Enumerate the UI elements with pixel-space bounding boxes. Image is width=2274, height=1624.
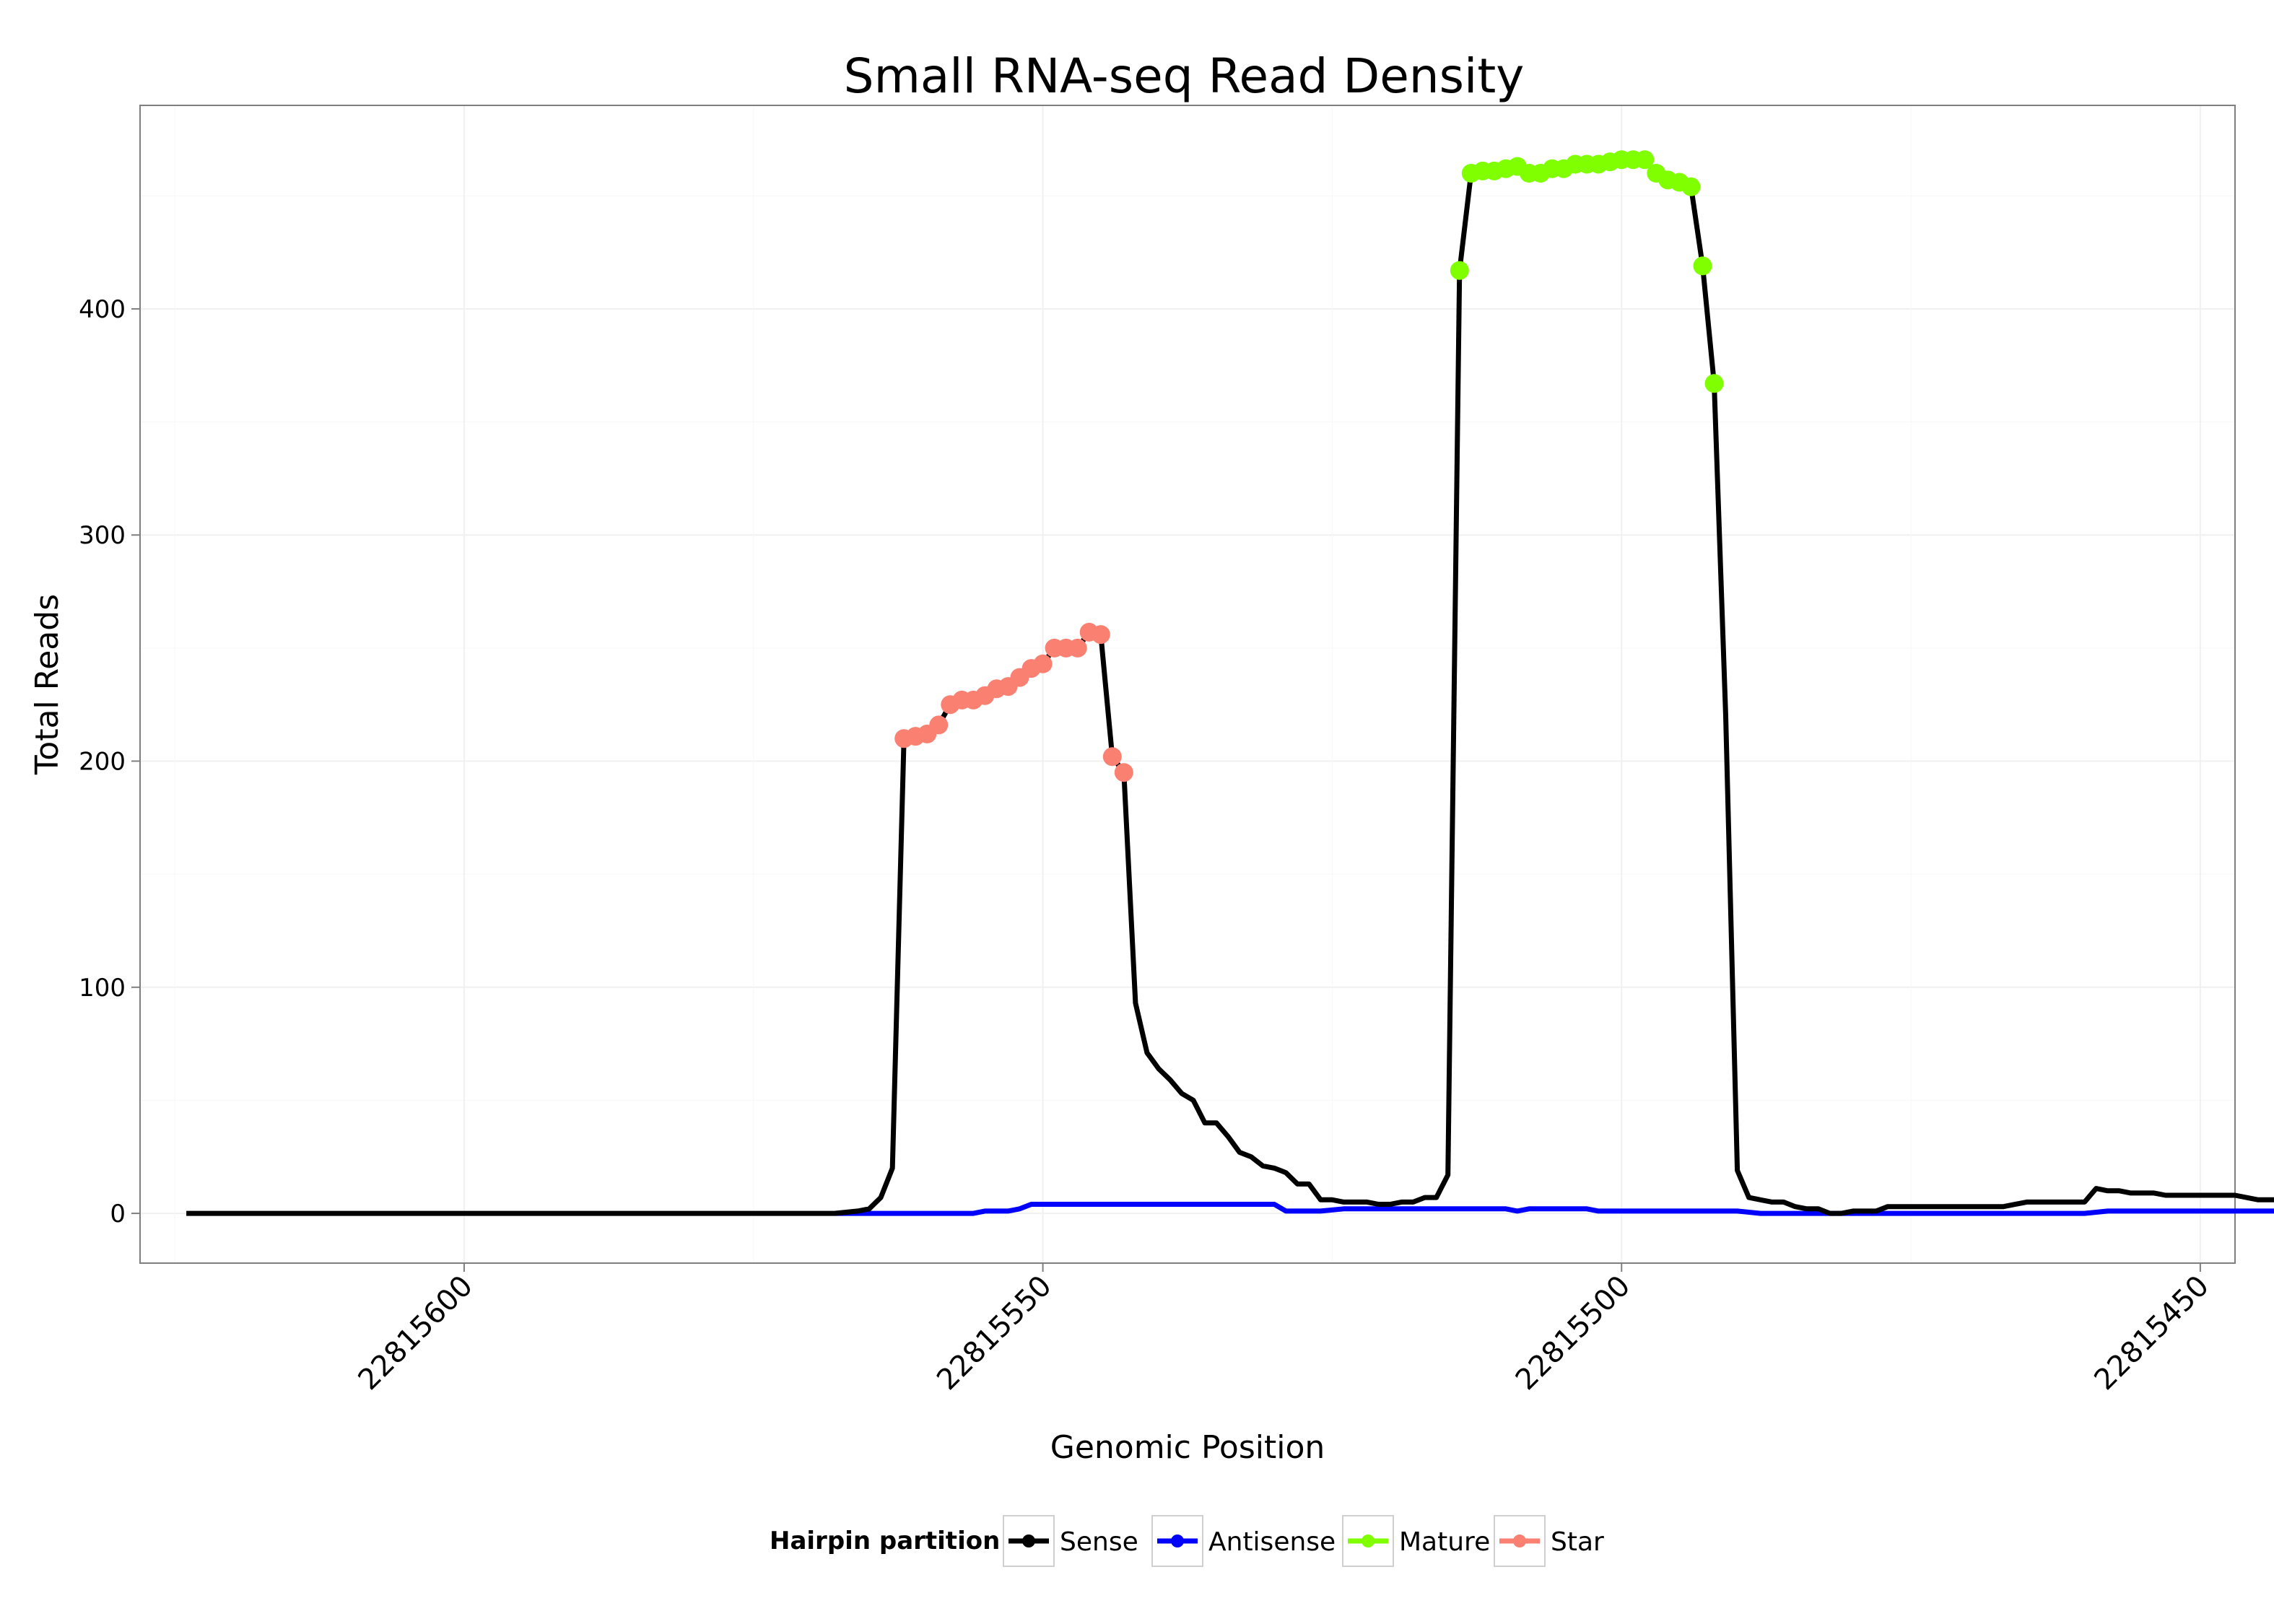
legend-label: Star: [1551, 1527, 1604, 1557]
y-tick-label: 100: [79, 974, 126, 1003]
point-mature: [1704, 374, 1724, 393]
point-mature: [1681, 177, 1701, 196]
legend-key-dot: [1022, 1534, 1035, 1547]
y-tick-label: 200: [79, 748, 126, 777]
legend-item-sense: Sense: [1003, 1515, 1138, 1567]
legend-key-dot: [1362, 1534, 1375, 1547]
x-axis-title: Genomic Position: [1050, 1429, 1325, 1466]
point-star: [929, 715, 949, 735]
y-tick-label: 400: [79, 295, 126, 324]
point-star: [1114, 763, 1133, 782]
legend-item-mature: Mature: [1342, 1515, 1490, 1567]
point-mature: [1635, 150, 1655, 170]
legend-item-antisense: Antisense: [1151, 1515, 1336, 1567]
y-axis: 0 100 200 300 400: [79, 295, 140, 1228]
point-mature: [1450, 261, 1469, 280]
marker-layer: [894, 150, 1724, 782]
legend-label: Sense: [1060, 1527, 1138, 1557]
y-tick-label: 300: [79, 521, 126, 550]
legend-label: Antisense: [1208, 1527, 1336, 1557]
legend-title: Hairpin partition: [770, 1527, 1000, 1555]
legend-key-dot: [1171, 1534, 1184, 1547]
legend-label: Mature: [1399, 1527, 1490, 1557]
chart-title: Small RNA-seq Read Density: [844, 48, 1525, 104]
point-star: [1102, 747, 1122, 767]
y-axis-title: Total Reads: [29, 594, 66, 775]
series-line-antisense: [835, 1202, 2274, 1216]
legend-item-star: Star: [1494, 1515, 1604, 1567]
plot-panel: [139, 105, 2236, 1264]
y-tick-label: 0: [110, 1200, 126, 1228]
legend-key-dot: [1513, 1534, 1526, 1547]
point-star: [1091, 625, 1110, 645]
point-star: [1033, 654, 1053, 673]
point-star: [1068, 638, 1087, 658]
legend: Hairpin partition Sense Antisense Mature St…: [770, 1515, 1604, 1567]
point-mature: [1693, 256, 1712, 276]
